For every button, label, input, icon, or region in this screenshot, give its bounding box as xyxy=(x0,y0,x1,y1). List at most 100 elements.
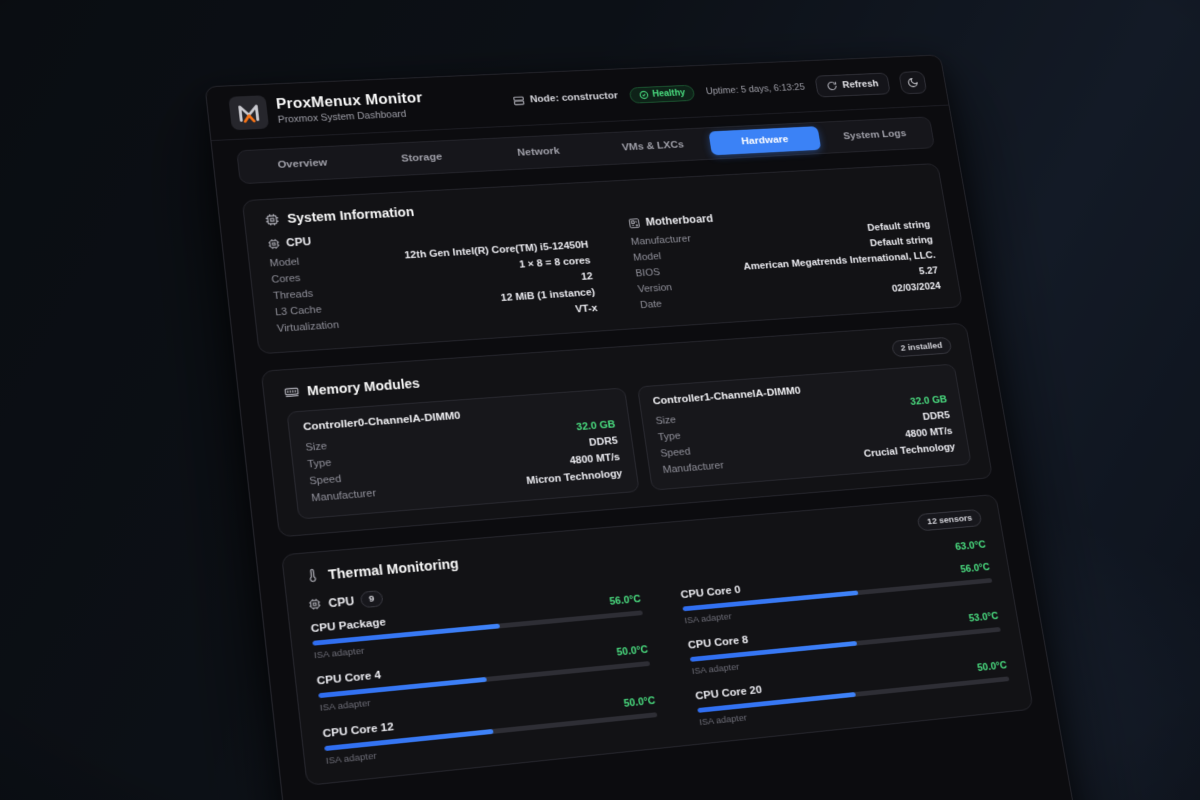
section-title: Thermal Monitoring xyxy=(327,555,459,581)
tab-label: System Logs xyxy=(843,129,907,142)
page-content: Overview Storage Network VMs & LXCs Hardware… xyxy=(211,105,1055,788)
tab[interactable]: Network xyxy=(480,137,597,167)
group-max-temp: 63.0°C xyxy=(954,539,986,553)
refresh-icon xyxy=(826,81,838,91)
motherboard-rows: Manufacturer Default string Model Defaul… xyxy=(630,217,942,313)
sensor-name: CPU Core 0 xyxy=(680,584,742,601)
sensor-name: CPU Core 12 xyxy=(322,721,394,740)
thermal-monitoring-card: Thermal Monitoring 12 sensors CPU 9 63.0… xyxy=(281,494,1034,786)
memory-module-card: Controller0-ChannelA-DIMM0 Size 32.0 GB … xyxy=(286,388,639,520)
refresh-button[interactable]: Refresh xyxy=(814,73,890,98)
info-label: Manufacturer xyxy=(630,234,691,248)
sensor-temp: 53.0°C xyxy=(968,611,999,625)
system-information-card: System Information CPU xyxy=(242,163,963,354)
cpu-icon xyxy=(264,212,280,226)
info-label: Version xyxy=(637,282,673,295)
tab-label: VMs & LXCs xyxy=(621,140,684,153)
header-controls: Node: constructor Healthy Uptime: 5 days… xyxy=(511,71,927,113)
sensor-temp: 56.0°C xyxy=(609,594,642,608)
info-value: 02/03/2024 xyxy=(891,281,941,294)
server-icon xyxy=(512,94,526,106)
cpu-icon xyxy=(267,237,281,249)
backdrop: ProxMenux Monitor Proxmox System Dashboa… xyxy=(0,0,1200,800)
sensor-name: CPU Core 4 xyxy=(316,670,382,688)
theme-toggle-button[interactable] xyxy=(898,71,927,94)
tab-label: Hardware xyxy=(741,134,790,147)
module-label: Type xyxy=(307,457,332,470)
info-value: 1 × 8 = 8 cores xyxy=(519,255,592,270)
sensor-temp: 50.0°C xyxy=(623,695,656,710)
tab[interactable]: VMs & LXCs xyxy=(595,132,710,162)
cpu-title: CPU xyxy=(285,235,311,249)
info-label: BIOS xyxy=(635,267,661,279)
brand-block: ProxMenux Monitor Proxmox System Dashboa… xyxy=(228,88,425,130)
module-size-value: 32.0 GB xyxy=(576,419,616,433)
health-badge: Healthy xyxy=(629,84,696,103)
dashboard-window: ProxMenux Monitor Proxmox System Dashboa… xyxy=(205,54,1112,800)
module-label: Speed xyxy=(309,474,342,488)
brand-text: ProxMenux Monitor Proxmox System Dashboa… xyxy=(275,91,425,126)
memory-module-card: Controller1-ChannelA-DIMM0 Size 32.0 GB … xyxy=(637,364,972,491)
sensor-temp: 50.0°C xyxy=(977,660,1008,674)
tab[interactable]: Overview xyxy=(242,149,363,180)
node-indicator: Node: constructor xyxy=(512,90,619,106)
info-value: Default string xyxy=(867,220,931,234)
sensor-count-badge: 12 sensors xyxy=(917,509,983,531)
uptime-text: Uptime: 5 days, 6:13:25 xyxy=(705,82,805,97)
module-label: Size xyxy=(655,415,677,427)
module-label: Manufacturer xyxy=(311,488,377,504)
module-label: Size xyxy=(305,441,328,454)
motherboard-column: Motherboard Manufacturer Default string … xyxy=(627,200,942,313)
cpu-rows: Model 12th Gen Intel(R) Core(TM) i5-1245… xyxy=(269,237,599,337)
info-label: Model xyxy=(269,257,300,270)
info-label: L3 Cache xyxy=(275,304,323,318)
module-manufacturer-value: Micron Technology xyxy=(526,468,623,487)
health-label: Healthy xyxy=(652,88,686,99)
group-count-badge: 9 xyxy=(360,590,383,608)
group-name: CPU xyxy=(328,594,355,610)
module-manufacturer-value: Crucial Technology xyxy=(863,442,956,460)
sensor-name: CPU Core 20 xyxy=(695,684,763,702)
section-title: Memory Modules xyxy=(306,375,420,398)
sensor-name: CPU Core 8 xyxy=(687,635,749,652)
motherboard-title: Motherboard xyxy=(645,212,714,228)
module-speed-value: 4800 MT/s xyxy=(904,426,953,440)
tab[interactable]: System Logs xyxy=(819,121,930,150)
info-label: Virtualization xyxy=(276,320,339,335)
refresh-label: Refresh xyxy=(842,79,880,91)
motherboard-icon xyxy=(627,217,641,229)
logo-m-icon xyxy=(235,101,263,125)
info-label: Threads xyxy=(273,288,314,301)
cpu-column: CPU Model 12th Gen Intel(R) Core(TM) i5-… xyxy=(267,220,599,338)
info-value: Default string xyxy=(869,235,933,249)
sensor-name: CPU Package xyxy=(310,617,386,635)
memory-icon xyxy=(283,384,300,399)
sensor-temp: 50.0°C xyxy=(616,644,649,658)
moon-icon xyxy=(906,77,919,88)
module-label: Type xyxy=(657,431,681,444)
section-title: System Information xyxy=(286,204,414,225)
node-label: Node: constructor xyxy=(529,91,618,105)
module-label: Speed xyxy=(660,446,691,459)
module-size-value: 32.0 GB xyxy=(910,394,948,407)
tab-label: Network xyxy=(517,146,561,159)
info-value: 12 xyxy=(581,271,594,282)
tab[interactable]: Hardware xyxy=(708,126,821,155)
tab-label: Storage xyxy=(401,152,443,165)
info-value: 5.27 xyxy=(918,265,939,276)
tab[interactable]: Storage xyxy=(362,143,481,173)
info-label: Cores xyxy=(271,273,301,286)
thermometer-icon xyxy=(304,568,321,584)
module-type-value: DDR5 xyxy=(588,435,618,448)
info-value: VT-x xyxy=(575,303,598,315)
check-circle-icon xyxy=(638,90,649,100)
proxmenux-logo xyxy=(228,95,269,130)
tab-label: Overview xyxy=(277,158,328,171)
module-type-value: DDR5 xyxy=(922,410,951,423)
cpu-icon xyxy=(307,597,322,611)
info-label: Model xyxy=(633,251,662,263)
installed-count-badge: 2 installed xyxy=(891,337,953,358)
module-label: Manufacturer xyxy=(662,460,724,476)
info-label: Date xyxy=(640,299,663,311)
module-speed-value: 4800 MT/s xyxy=(569,452,621,467)
